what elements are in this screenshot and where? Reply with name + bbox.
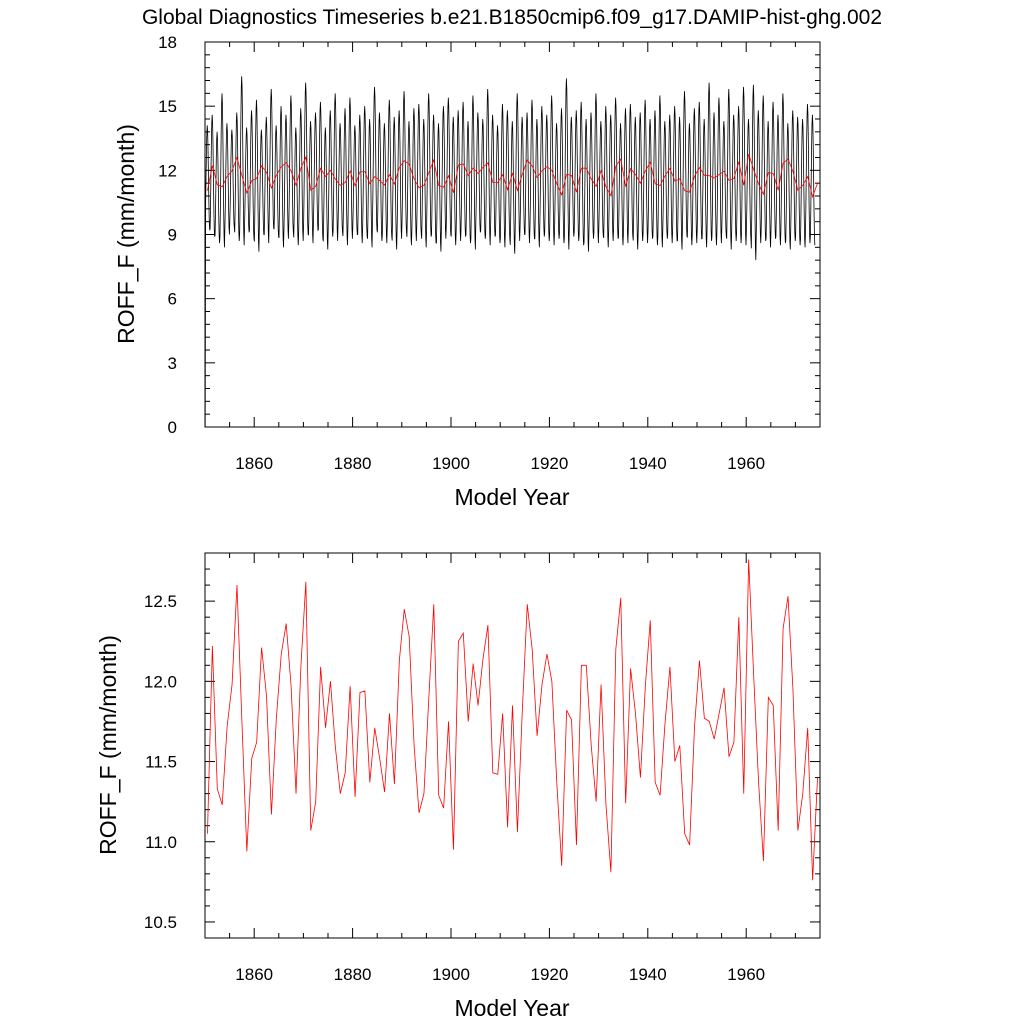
bottom-y-tick-label: 10.5: [144, 913, 177, 932]
bottom-x-tick-label: 1960: [727, 965, 765, 984]
bottom-tick-labels: 1860 1880 1900 1920 1940 1960 10.5 11.0 11.5 12.0…: [144, 592, 765, 984]
top-y-tick-label: 6: [168, 290, 177, 309]
top-y-tick-label: 0: [168, 418, 177, 437]
top-x-tick-label: 1940: [629, 454, 667, 473]
top-ticks: [204, 41, 821, 428]
top-y-tick-label: 12: [158, 161, 177, 180]
bottom-x-tick-label: 1860: [235, 965, 273, 984]
top-x-tick-label: 1920: [530, 454, 568, 473]
bottom-x-tick-label: 1940: [629, 965, 667, 984]
top-y-tick-label: 9: [168, 226, 177, 245]
top-panel: 1860 1880 1900 1920 1940 1960 0 3 6 9 12 15 18 Model…: [113, 33, 821, 510]
top-ylabel: ROFF_F (mm/month): [113, 124, 139, 344]
bottom-x-tick-label: 1880: [334, 965, 372, 984]
bottom-x-tick-label: 1920: [530, 965, 568, 984]
top-monthly-series-line: [204, 76, 816, 428]
bottom-y-tick-label: 11.0: [145, 833, 177, 852]
bottom-xlabel: Model Year: [454, 995, 569, 1021]
bottom-ticks: [204, 552, 821, 939]
bottom-annual-series-line: [207, 559, 818, 881]
top-xlabel: Model Year: [454, 484, 569, 510]
top-y-tick-label: 15: [158, 97, 177, 116]
top-plot-frame: [204, 41, 821, 428]
bottom-y-tick-label: 11.5: [145, 753, 177, 772]
top-annual-series-line: [207, 153, 818, 199]
top-y-tick-label: 18: [158, 33, 177, 52]
chart-title: Global Diagnostics Timeseries b.e21.B185…: [142, 6, 882, 29]
top-x-tick-label: 1880: [334, 454, 372, 473]
top-x-tick-label: 1860: [235, 454, 273, 473]
top-y-tick-label: 3: [168, 354, 177, 373]
top-tick-labels: 1860 1880 1900 1920 1940 1960 0 3 6 9 12 15 18: [158, 33, 765, 473]
bottom-panel: 1860 1880 1900 1920 1940 1960 10.5 11.0 11.5 12.0…: [95, 552, 821, 1021]
bottom-x-tick-label: 1900: [432, 965, 470, 984]
top-x-tick-label: 1900: [432, 454, 470, 473]
bottom-ylabel: ROFF_F (mm/month): [95, 635, 121, 855]
bottom-y-tick-label: 12.0: [144, 672, 177, 691]
bottom-y-tick-label: 12.5: [144, 592, 177, 611]
bottom-plot-frame: [204, 552, 821, 939]
top-x-tick-label: 1960: [727, 454, 765, 473]
